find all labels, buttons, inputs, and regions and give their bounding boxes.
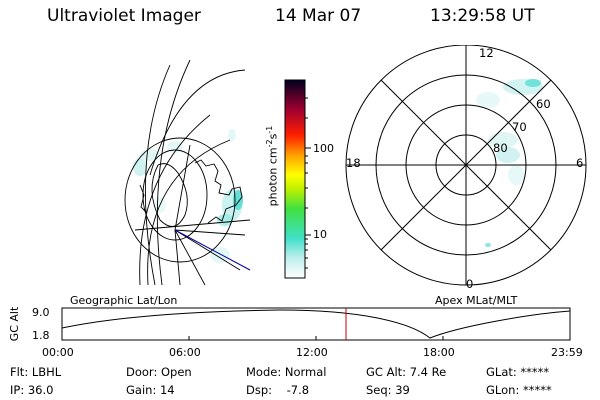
mlt-label-6: 6 [576, 156, 584, 170]
status-filter: Flt: LBHL [10, 365, 62, 379]
colorbar-ticks [305, 97, 311, 269]
colorbar-unit-label: photon cm-2s-1 [265, 125, 280, 207]
observation-date: 14 Mar 07 [275, 6, 362, 26]
polar-plot [345, 45, 587, 286]
altitude-axis-label: GC Alt [8, 306, 21, 342]
colorbar-tick-100: 100 [313, 142, 334, 155]
time-tick-2359: 23:59 [551, 346, 583, 359]
altitude-plot-frame [61, 307, 571, 341]
mlt-label-0: 0 [466, 277, 474, 291]
lat-label-60: 60 [536, 97, 551, 111]
altitude-curve [61, 309, 571, 339]
status-gain: Gain: 14 [126, 383, 175, 397]
instrument-title: Ultraviolet Imager [47, 6, 201, 26]
geographic-grid [124, 59, 251, 286]
observation-time: 13:29:58 UT [430, 6, 535, 26]
time-tick-0600: 06:00 [169, 346, 201, 359]
altitude-ytick-low: 1.8 [32, 329, 50, 342]
status-glon: GLon: ***** [486, 383, 552, 397]
geographic-caption: Geographic Lat/Lon [70, 294, 178, 307]
status-ip: IP: 36.0 [10, 383, 54, 397]
aurora-emission-right [476, 79, 543, 247]
geographic-map [124, 59, 251, 286]
polar-grid [345, 45, 587, 286]
time-tick-1200: 12:00 [296, 346, 328, 359]
local-noon-line [174, 229, 251, 271]
colorbar-tick-10: 10 [313, 228, 327, 241]
time-tick-1800: 18:00 [423, 346, 455, 359]
status-door: Door: Open [126, 365, 192, 379]
status-gc-alt: GC Alt: 7.4 Re [366, 365, 447, 379]
altitude-plot [61, 307, 571, 341]
altitude-xticks [188, 336, 444, 340]
mlt-label-12: 12 [479, 46, 494, 60]
intensity-colorbar [284, 79, 311, 279]
status-dsp: Dsp: -7.8 [246, 383, 310, 397]
altitude-ytick-high: 9.0 [32, 306, 50, 319]
lat-label-70: 70 [512, 120, 527, 134]
time-tick-0000: 00:00 [42, 346, 74, 359]
status-seq: Seq: 39 [366, 383, 410, 397]
status-mode: Mode: Normal [246, 365, 327, 379]
lat-label-80: 80 [493, 141, 508, 155]
mlt-label-18: 18 [346, 156, 361, 170]
apex-caption: Apex MLat/MLT [435, 294, 518, 307]
status-glat: GLat: ***** [486, 365, 550, 379]
